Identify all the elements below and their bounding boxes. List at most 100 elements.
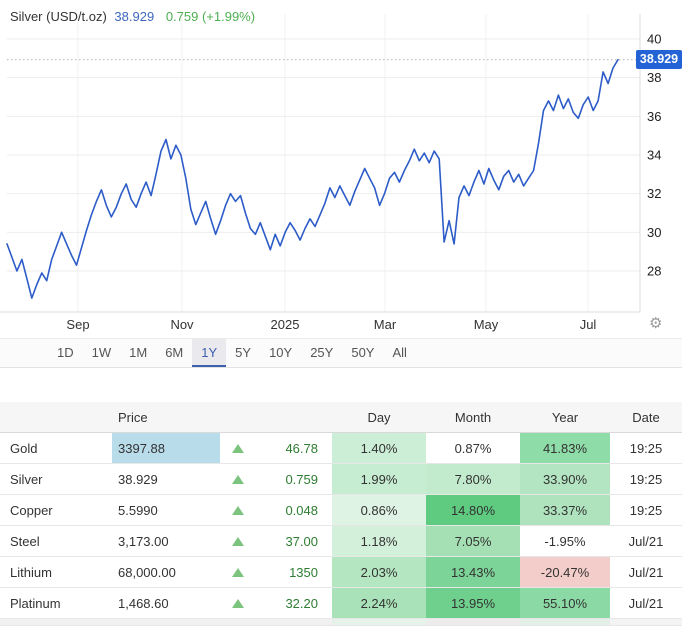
y-axis-tick-label: 32	[647, 186, 661, 201]
direction-cell	[220, 526, 256, 556]
commodity-name-link[interactable]: Silver	[10, 471, 43, 487]
x-axis-tick-label: 2025	[271, 317, 300, 332]
up-arrow-icon	[232, 598, 244, 608]
table-header-row: Price Day Month Year Date	[0, 402, 682, 433]
direction-cell	[220, 495, 256, 525]
header-month: Month	[454, 409, 492, 425]
year-percent-cell: -20.47%	[520, 557, 610, 587]
range-button-1m[interactable]: 1M	[129, 344, 148, 360]
price-chart-panel[interactable]: Silver (USD/t.oz) 38.929 0.759 (+1.99%) …	[0, 0, 682, 338]
month-percent-cell: 7.05%	[426, 526, 520, 556]
price-cell: 1,468.60	[118, 595, 169, 611]
table-row-lithium: Lithium 68,000.00 1350 2.03% 13.43% -20.47% Ju…	[0, 557, 682, 588]
change-value-cell: 1350	[289, 564, 318, 580]
price-cell: 3397.88	[112, 433, 220, 463]
price-cell: 5.5990	[118, 502, 158, 518]
table-body: Gold 3397.88 46.78 1.40% 0.87% 41.83% 19:25 Sil…	[0, 433, 682, 619]
price-cell: 38.929	[118, 471, 158, 487]
table-row-steel: Steel 3,173.00 37.00 1.18% 7.05% -1.95% Jul/21	[0, 526, 682, 557]
range-selector-bar: 1D 1W 1M 6M 1Y 5Y 10Y 25Y 50Y All	[0, 338, 682, 368]
range-button-1y[interactable]: 1Y	[192, 339, 227, 367]
partial-next-row	[0, 619, 682, 626]
month-percent-cell: 13.43%	[426, 557, 520, 587]
x-axis-tick-label: Mar	[374, 317, 397, 332]
y-axis-tick-label: 30	[647, 225, 661, 240]
x-axis-tick-label: May	[474, 317, 499, 332]
month-percent-cell: 7.80%	[426, 464, 520, 494]
price-cell: 3,173.00	[118, 533, 169, 549]
commodity-name-link[interactable]: Gold	[10, 440, 38, 456]
current-price-badge: 38.929	[636, 50, 682, 69]
commodity-name-link[interactable]: Copper	[10, 502, 53, 518]
date-cell: Jul/21	[628, 533, 664, 549]
range-button-10y[interactable]: 10Y	[269, 344, 293, 360]
table-row-copper: Copper 5.5990 0.048 0.86% 14.80% 33.37% 19:25	[0, 495, 682, 526]
year-percent-cell: 41.83%	[520, 433, 610, 463]
date-cell: Jul/21	[628, 595, 664, 611]
day-percent-cell: 2.24%	[332, 588, 426, 618]
price-cell: 68,000.00	[118, 564, 176, 580]
x-axis-tick-label: Jul	[580, 317, 597, 332]
up-arrow-icon	[232, 474, 244, 484]
instrument-price: 38.929	[114, 9, 155, 24]
change-value-cell: 46.78	[285, 440, 318, 456]
line-chart[interactable]: 40 38 36 34 32 30 28 Sep Nov 2025 Mar May Jul	[0, 0, 682, 338]
range-button-50y[interactable]: 50Y	[351, 344, 375, 360]
y-axis-tick-label: 40	[647, 32, 661, 47]
range-button-all[interactable]: All	[392, 344, 407, 360]
header-date: Date	[632, 409, 660, 425]
year-percent-cell: 55.10%	[520, 588, 610, 618]
range-button-25y[interactable]: 25Y	[310, 344, 334, 360]
day-percent-cell: 2.03%	[332, 557, 426, 587]
year-percent-cell: -1.95%	[544, 533, 586, 549]
gear-icon[interactable]: ⚙	[649, 315, 663, 332]
year-percent-cell: 33.37%	[520, 495, 610, 525]
direction-cell	[220, 557, 256, 587]
instrument-change: 0.759 (+1.99%)	[165, 9, 256, 24]
change-value-cell: 0.048	[285, 502, 318, 518]
range-button-1d[interactable]: 1D	[57, 344, 74, 360]
month-percent-cell: 13.95%	[426, 588, 520, 618]
direction-cell	[220, 588, 256, 618]
commodities-table: Price Day Month Year Date Gold 3397.88 46.…	[0, 402, 682, 626]
y-axis-tick-label: 28	[647, 263, 661, 278]
commodity-name-link[interactable]: Steel	[10, 533, 40, 549]
section-gap	[0, 368, 682, 402]
table-row-gold: Gold 3397.88 46.78 1.40% 0.87% 41.83% 19:25	[0, 433, 682, 464]
price-line-series	[6, 58, 619, 299]
day-percent-cell: 1.18%	[332, 526, 426, 556]
x-axis-tick-label: Sep	[66, 317, 89, 332]
x-axis-tick-label: Nov	[170, 317, 194, 332]
direction-cell	[220, 464, 256, 494]
y-axis-tick-label: 38	[647, 70, 661, 85]
y-axis-tick-label: 36	[647, 109, 661, 124]
day-percent-cell: 1.99%	[332, 464, 426, 494]
year-percent-cell: 33.90%	[520, 464, 610, 494]
change-value-cell: 32.20	[285, 595, 318, 611]
table-row-platinum: Platinum 1,468.60 32.20 2.24% 13.95% 55.10% Ju…	[0, 588, 682, 619]
commodity-name-link[interactable]: Lithium	[10, 564, 52, 580]
month-percent-cell: 14.80%	[426, 495, 520, 525]
up-arrow-icon	[232, 443, 244, 453]
up-arrow-icon	[232, 505, 244, 515]
range-button-6m[interactable]: 6M	[165, 344, 184, 360]
direction-cell	[220, 433, 256, 463]
header-year: Year	[551, 409, 579, 425]
table-row-silver: Silver 38.929 0.759 1.99% 7.80% 33.90% 19:25	[0, 464, 682, 495]
date-cell: 19:25	[629, 502, 663, 518]
day-percent-cell: 0.86%	[332, 495, 426, 525]
change-value-cell: 37.00	[285, 533, 318, 549]
date-cell: 19:25	[629, 471, 663, 487]
change-value-cell: 0.759	[285, 471, 318, 487]
header-name	[0, 402, 112, 432]
range-button-5y[interactable]: 5Y	[235, 344, 252, 360]
range-button-1w[interactable]: 1W	[91, 344, 112, 360]
y-axis-tick-label: 34	[647, 147, 661, 162]
date-cell: Jul/21	[628, 564, 664, 580]
date-cell: 19:25	[629, 440, 663, 456]
commodity-name-link[interactable]: Platinum	[10, 595, 61, 611]
day-percent-cell: 1.40%	[332, 433, 426, 463]
up-arrow-icon	[232, 567, 244, 577]
month-percent-cell: 0.87%	[454, 440, 492, 456]
